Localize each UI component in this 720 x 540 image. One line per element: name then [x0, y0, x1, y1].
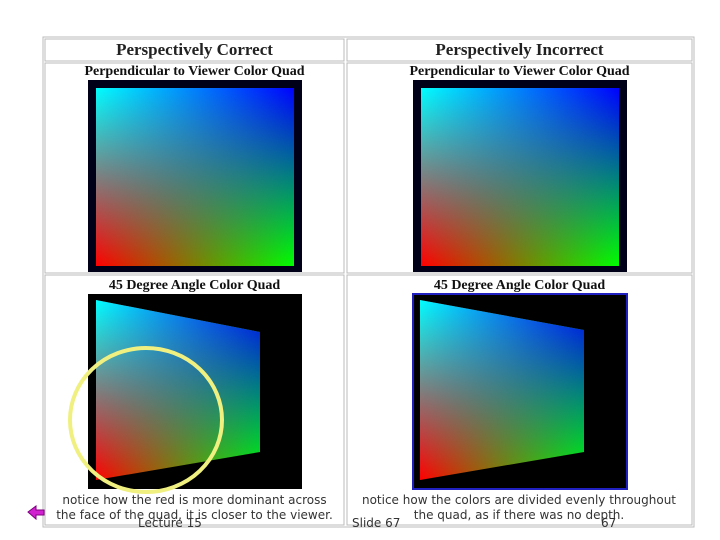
footer-lecture: Lecture 15 [138, 516, 202, 530]
quad-image [413, 80, 627, 272]
caption: notice how the red is more dominant acro… [56, 493, 333, 522]
quad-image [88, 294, 302, 489]
table-frame [42, 36, 695, 528]
cell-title: 45 Degree Angle Color Quad [108, 278, 281, 293]
caption: notice how the colors are divided evenly… [361, 493, 677, 522]
quad-image [412, 293, 628, 490]
quad-image [88, 80, 302, 272]
column-header: Perspectively Correct [116, 40, 273, 59]
cell-title: Perpendicular to Viewer Color Quad [409, 64, 630, 79]
footer-slide: Slide 67 [352, 516, 401, 530]
page-number: 67 [601, 516, 617, 530]
cell-title: 45 Degree Angle Color Quad [433, 278, 606, 293]
highlight-circle [68, 346, 224, 494]
cell-title: Perpendicular to Viewer Color Quad [84, 64, 305, 79]
column-header: Perspectively Incorrect [435, 40, 604, 59]
back-arrow[interactable] [27, 505, 45, 521]
